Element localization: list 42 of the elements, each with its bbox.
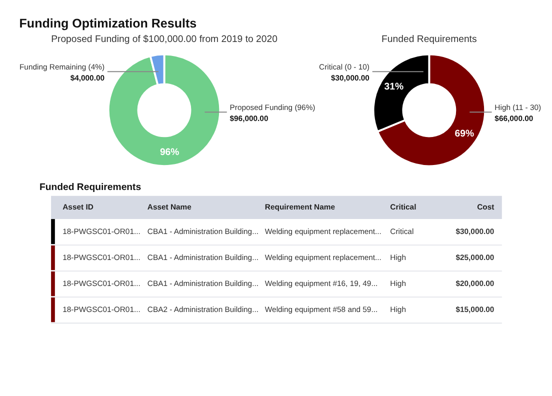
text: High — [390, 278, 406, 288]
text: Welding equipment replacement... — [264, 226, 382, 236]
donut-slice — [107, 53, 222, 167]
category-label: Critical — [390, 202, 416, 212]
data-label: $4,000.00 — [70, 73, 105, 82]
text: 18-PWGSC01-OR01... — [62, 226, 140, 236]
text: 18-PWGSC01-OR01... — [62, 278, 140, 288]
text: Funding Optimization Results — [19, 16, 197, 30]
text: CBA1 - Administration Building... — [147, 252, 258, 262]
chart-title: Proposed Funding of $100,000.00 from 2019 to 2020 — [51, 34, 278, 45]
data-label: $66,000.00 — [494, 114, 534, 123]
text: 18-PWGSC01-OR01... — [62, 252, 140, 262]
text: CBA2 - Administration Building... — [147, 305, 258, 314]
category-label: Cost — [477, 202, 495, 212]
text: $15,000.00 — [456, 305, 494, 314]
text: $25,000.00 — [456, 252, 494, 262]
text: 31% — [384, 82, 404, 93]
text: 69% — [454, 128, 474, 140]
text: Welding equipment #58 and 59... — [264, 305, 378, 314]
slice-label: Critical (0 - 10) — [319, 62, 370, 72]
text: CBA1 - Administration Building... — [147, 226, 258, 236]
text: Funded Requirements — [39, 182, 142, 194]
slice-label: High (11 - 30) — [494, 103, 542, 112]
text: 18-PWGSC01-OR01... — [62, 305, 140, 314]
text: CBA1 - Administration Building... — [147, 278, 258, 288]
text: Welding equipment #16, 19, 49... — [264, 278, 378, 288]
text: $30,000.00 — [456, 226, 494, 236]
text: High — [390, 305, 406, 314]
text: High — [390, 252, 406, 262]
text: Welding equipment replacement... — [264, 252, 382, 262]
slice-label: Proposed Funding (96%) — [230, 103, 316, 112]
chart-title: Funded Requirements — [382, 34, 477, 45]
category-label: Asset Name — [147, 202, 192, 212]
data-label: $96,000.00 — [230, 114, 268, 123]
text: $20,000.00 — [456, 278, 494, 288]
category-label: Requirement Name — [264, 202, 336, 212]
data-label: $30,000.00 — [330, 73, 370, 82]
category-label: Asset ID — [62, 202, 94, 212]
slice-label: Funding Remaining (4%) — [19, 62, 105, 72]
text: 96% — [160, 147, 180, 158]
donut-slice — [376, 53, 486, 167]
text: Critical — [390, 226, 414, 236]
